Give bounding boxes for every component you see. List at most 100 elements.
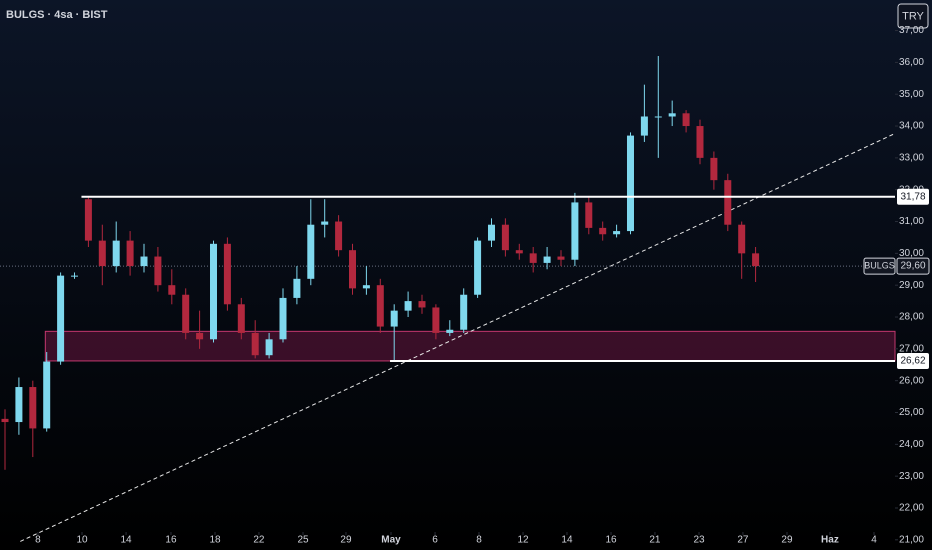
x-tick-label: 23: [693, 535, 705, 546]
candle-body: [57, 275, 65, 362]
y-tick-label: 22,00: [899, 503, 924, 514]
y-tick-label: 23,00: [899, 471, 924, 482]
y-tick-label: 26,00: [899, 375, 924, 386]
candle-body: [752, 253, 760, 267]
candle-body: [557, 256, 565, 260]
x-tick-label: 8: [35, 535, 41, 546]
candle-body: [418, 301, 426, 308]
candle-body: [446, 329, 454, 333]
support-zone: [44, 330, 896, 362]
candle-body: [710, 157, 718, 181]
y-tick-label: 30,00: [899, 248, 924, 259]
candle-body: [1, 418, 9, 423]
plot: 21,00 22,00 23,00 24,00 25,00 26,00 27,00 28,00…: [0, 25, 930, 546]
candle-body: [335, 221, 343, 251]
level-label-box: [897, 188, 929, 205]
candle-body: [668, 113, 676, 117]
candle-body: [126, 240, 134, 267]
candle-body: [84, 199, 92, 241]
last-price-label: 29,60: [900, 261, 925, 272]
y-tick-label: 27,00: [899, 343, 924, 354]
y-tick-label: 33,00: [899, 153, 924, 164]
candle-body: [640, 116, 648, 136]
candle-body: [599, 227, 607, 235]
candle-body: [154, 256, 162, 286]
candle-body: [432, 307, 440, 333]
candle-body: [362, 285, 370, 289]
x-tick-label: 27: [737, 535, 749, 546]
candle-body: [168, 285, 176, 295]
y-tick-label: 21,00: [899, 534, 924, 545]
candle-body: [293, 278, 301, 298]
last-price-name: BULGS: [864, 260, 895, 270]
x-tick-label: 29: [781, 535, 793, 546]
candle-body: [571, 202, 579, 260]
candle-body: [15, 387, 23, 423]
y-tick-label: 36,00: [899, 57, 924, 68]
candle-body: [460, 294, 468, 330]
y-tick-label: 25,00: [899, 407, 924, 418]
x-tick-label: 12: [517, 535, 529, 546]
candle-body: [196, 332, 204, 340]
level-label: 26,62: [900, 356, 925, 367]
x-tick-label: 14: [121, 535, 133, 546]
candle-body: [487, 224, 495, 241]
level-label: 31,78: [900, 191, 925, 202]
candle-body: [543, 256, 551, 263]
last-price-name-box: [863, 257, 896, 275]
candle-body: [654, 116, 662, 118]
x-tick-label: 10: [76, 535, 88, 546]
candle-body: [738, 224, 746, 254]
x-tick-label: 14: [561, 535, 573, 546]
x-tick-label: Haz: [821, 535, 839, 546]
candle-body: [404, 301, 412, 311]
candle-body: [626, 135, 634, 232]
candle-body: [307, 224, 315, 279]
x-tick-label: May: [381, 535, 401, 546]
y-tick-label: 37,00: [899, 25, 924, 36]
currency-button[interactable]: [897, 3, 929, 29]
candle-body: [279, 297, 287, 340]
x-tick-label: 16: [605, 535, 617, 546]
x-tick-label: 16: [165, 535, 177, 546]
last-price-box: [896, 257, 930, 275]
x-tick-label: 6: [432, 535, 438, 546]
candle-body: [724, 180, 732, 225]
candle-body: [501, 224, 509, 251]
y-tick-label: 24,00: [899, 439, 924, 450]
candle-body: [29, 387, 37, 429]
candle-body: [140, 256, 148, 267]
x-tick-label: 18: [209, 535, 221, 546]
candle-body: [98, 240, 106, 267]
chart-title: BULGS · 4sa · BIST: [6, 9, 108, 21]
y-tick-label: 34,00: [899, 121, 924, 132]
candle-body: [209, 243, 217, 340]
candle-body: [682, 113, 690, 127]
candle-body: [321, 221, 329, 225]
candle-body: [529, 253, 537, 263]
candle-body: [696, 126, 704, 158]
candle-body: [376, 285, 384, 327]
candle-body: [515, 250, 523, 254]
candle-body: [223, 243, 231, 305]
level-label-box: [897, 352, 929, 369]
candle-body: [348, 250, 356, 289]
x-tick-label: 4: [871, 535, 877, 546]
x-tick-label: 25: [297, 535, 309, 546]
y-tick-label: 31,00: [899, 216, 924, 227]
y-tick-label: 35,00: [899, 89, 924, 100]
x-tick-label: 21: [649, 535, 661, 546]
y-tick-label: 28,00: [899, 312, 924, 323]
candle-body: [474, 240, 482, 295]
candle-body: [237, 304, 245, 333]
y-tick-label: 29,00: [899, 280, 924, 291]
x-tick-label: 8: [476, 535, 482, 546]
candle-body: [265, 339, 273, 356]
currency-label[interactable]: TRY: [902, 10, 924, 22]
candle-body: [182, 294, 190, 333]
candle-body: [613, 231, 621, 235]
candle-body: [251, 332, 259, 356]
